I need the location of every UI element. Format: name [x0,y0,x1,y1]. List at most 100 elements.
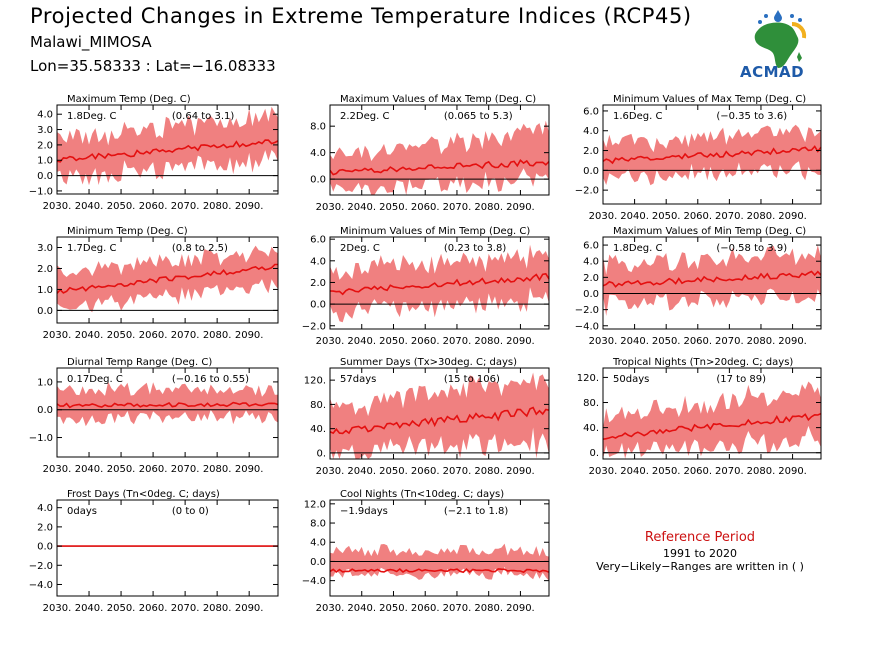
x-tick-label: 2090. [506,202,535,213]
x-tick-label: 2080. [474,603,503,614]
chart-mean-annotation: 1.6Deg. C [613,111,662,122]
uncertainty-band [603,381,821,459]
x-tick-label: 2070. [171,603,200,614]
x-tick-label: 2030. [316,603,345,614]
chart-mean-annotation: 1.8Deg. C [613,243,662,254]
x-tick-label: 2090. [506,466,535,477]
y-tick-label: −2.0 [575,186,599,197]
y-tick-label: 1.0 [37,377,53,388]
x-tick-label: 2070. [443,202,472,213]
chart-mean-annotation: −1.9days [340,506,388,517]
x-tick-label: 2030. [589,336,618,347]
reference-period-range-note: Very−Likely−Ranges are written in ( ) [596,560,804,573]
chart-range-annotation: (17 to 89) [716,374,766,385]
x-tick-label: 2050. [379,603,408,614]
chart-panel-8: 0. 40. 80. 120. 2030. 2040. 2050. 2060. 2070. 208… [304,357,550,477]
x-tick-label: 2030. [589,466,618,477]
uncertainty-band [330,543,549,581]
chart-panel-11: −4.0 0.0 4.0 8.0 12.0 2030. 2040. 2050. 2060. 207… [302,489,550,614]
x-tick-label: 2080. [747,336,776,347]
x-tick-label: 2080. [203,464,232,475]
y-tick-label: 0. [589,448,599,459]
x-tick-label: 2030. [316,466,345,477]
plot-frame [329,236,550,330]
uncertainty-band [330,244,549,323]
x-tick-label: 2030. [43,464,72,475]
x-tick-label: 2090. [778,336,807,347]
africa-map-icon [754,22,802,68]
x-tick-label: 2070. [715,336,744,347]
reference-period-years: 1991 to 2020 [662,547,738,560]
x-tick-label: 2040. [620,466,649,477]
y-tick-label: 0.0 [310,300,326,311]
x-tick-label: 2060. [683,211,712,222]
dot-icon [790,14,794,18]
x-tick-label: 2030. [316,336,345,347]
chart-range-annotation: (−2.1 to 1.8) [444,506,508,517]
y-tick-label: 0.0 [37,405,53,416]
y-tick-label: 40. [310,424,326,435]
chart-title: Minimum Values of Max Temp (Deg. C) [613,94,806,105]
median-line [602,412,822,440]
x-tick-label: 2090. [506,336,535,347]
x-tick-label: 2030. [43,201,72,212]
header: Projected Changes in Extreme Temperature… [0,0,879,90]
y-tick-label: 4.0 [583,126,599,137]
uncertainty-band [330,120,549,195]
x-tick-label: 2050. [379,202,408,213]
plot-frame [329,104,550,196]
y-tick-label: 0.0 [310,175,326,186]
x-tick-label: 2090. [235,464,264,475]
chart-mean-annotation: 50days [613,374,649,385]
x-tick-label: 2030. [316,202,345,213]
dot-icon [798,18,802,22]
y-tick-label: 4.0 [37,110,53,121]
x-tick-label: 2070. [171,464,200,475]
y-tick-label: 2.0 [37,140,53,151]
chart-title: Maximum Temp (Deg. C) [67,94,191,105]
y-tick-label: 4.0 [310,538,326,549]
x-tick-label: 2040. [347,466,376,477]
x-tick-label: 2050. [379,466,408,477]
y-tick-label: 0.0 [37,542,53,553]
reference-period-note: Reference Period 1991 to 2020 Very−Likel… [570,530,830,573]
y-tick-label: −2.0 [302,321,326,332]
chart-title: Tropical Nights (Tn>20deg. C; days) [612,357,793,368]
x-tick-label: 2060. [139,201,168,212]
x-tick-label: 2070. [443,603,472,614]
median-line [56,139,279,163]
y-tick-label: 120. [304,376,326,387]
uncertainty-band [57,106,278,186]
x-tick-label: 2040. [347,202,376,213]
x-tick-label: 2060. [683,336,712,347]
chart-panel-7: −1.0 0.0 1.0 2030. 2040. 2050. 2060. 2070. 2080.… [29,357,279,475]
median-line [56,401,279,409]
y-tick-label: 2.0 [583,146,599,157]
acmad-logo [754,10,807,68]
chart-range-annotation: (−0.16 to 0.55) [172,374,249,385]
chart-title: Minimum Values of Min Temp (Deg. C) [340,226,530,237]
chart-panel-10: −4.0 −2.0 0.0 2.0 4.0 2030. 2040. 2050. 2060. 207… [29,489,279,614]
x-tick-label: 2090. [235,603,264,614]
x-tick-label: 2050. [652,211,681,222]
y-tick-label: 0.0 [583,166,599,177]
y-tick-label: 6.0 [310,235,326,246]
reference-period-title: Reference Period [644,530,756,545]
sun-icon [791,21,807,39]
x-tick-label: 2050. [107,201,136,212]
y-tick-label: 8.0 [310,122,326,133]
y-tick-label: 0.0 [583,289,599,300]
x-tick-label: 2050. [107,330,136,341]
chart-panel-6: −4.0 −2.0 0.0 2.0 4.0 6.0 2030. 2040. 2050. 2060.… [575,226,822,347]
page-title: Projected Changes in Extreme Temperature… [30,4,692,28]
y-tick-label: −1.0 [29,186,53,197]
y-tick-label: 12.0 [304,499,326,510]
y-tick-label: 0.0 [310,557,326,568]
chart-panel-9: 0. 40. 80. 120. 2030. 2040. 2050. 2060. 2070. 208… [577,357,822,477]
y-tick-label: −4.0 [302,576,326,587]
x-tick-label: 2090. [778,466,807,477]
x-tick-label: 2040. [75,330,104,341]
chart-title: Cool Nights (Tn<10deg. C; days) [340,489,504,500]
x-tick-label: 2040. [347,603,376,614]
